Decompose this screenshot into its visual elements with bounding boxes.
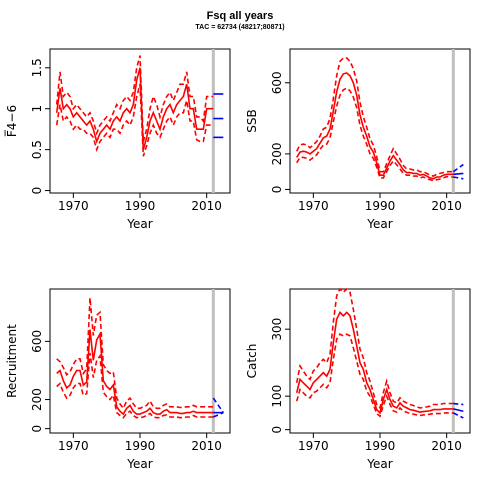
series-estimate — [56, 329, 214, 416]
panel-ssb: 1970 1990 2010 Year 0 200 600 SSB — [245, 48, 471, 231]
y-tick-label: 0 — [270, 186, 284, 194]
x-tick-label: 1970 — [58, 439, 89, 453]
x-tick-label: 2010 — [191, 199, 222, 213]
series-lower — [56, 352, 214, 419]
y-axis-label: Recruitment — [5, 324, 19, 398]
x-tick-label: 2010 — [431, 439, 462, 453]
forecast-upper — [212, 397, 224, 414]
x-tick-label: 1990 — [365, 199, 396, 213]
x-tick-label: 1970 — [298, 199, 329, 213]
series-lower — [55, 83, 214, 157]
figure-subtitle: TAC = 62734 (48217;80871) — [195, 24, 285, 31]
x-axis-label: Year — [126, 457, 152, 471]
y-tick-label: 600 — [30, 330, 44, 353]
y-tick-label: 0 — [30, 187, 44, 195]
x-tick-label: 2010 — [431, 199, 462, 213]
panel-catch: 1970 1990 2010 Year 0 100 300 Catch — [245, 287, 471, 471]
y-tick-label: 300 — [270, 318, 284, 341]
x-tick-label: 1970 — [58, 199, 89, 213]
x-tick-label: 2010 — [191, 439, 222, 453]
figure-title: Fsq all years — [206, 10, 274, 22]
series-upper — [56, 297, 214, 410]
x-tick-label: 1970 — [298, 439, 329, 453]
x-tick-label: 1990 — [125, 199, 156, 213]
forecast-central — [453, 172, 464, 176]
y-axis-label: SSB — [245, 109, 259, 132]
y-tick-label: 0.5 — [30, 140, 44, 159]
x-axis-label: Year — [366, 457, 392, 471]
forecast-lower — [453, 176, 464, 180]
y-tick-label: 1 — [30, 105, 44, 113]
series-upper — [55, 55, 214, 142]
y-tick-label: 100 — [270, 385, 284, 408]
forecast-lower — [452, 412, 464, 419]
y-axis-label: F̅4−6 — [4, 105, 19, 137]
y-tick-label: 0 — [270, 426, 284, 434]
series-lower — [296, 87, 454, 182]
series-upper — [295, 287, 454, 410]
x-axis-label: Year — [126, 217, 152, 231]
x-tick-label: 1990 — [125, 439, 156, 453]
panel-recruitment: 1970 1990 2010 Year 0 200 600 Recruitment — [5, 288, 231, 471]
series-lower — [295, 333, 454, 418]
series-estimate — [296, 72, 454, 180]
forecast-central — [453, 408, 464, 413]
x-axis-label: Year — [366, 217, 392, 231]
forecast-lower — [213, 411, 224, 418]
series-upper — [295, 57, 454, 177]
y-tick-label: 0 — [30, 425, 44, 433]
series-estimate — [55, 67, 214, 150]
y-tick-label: 600 — [270, 71, 284, 94]
panel-fbar: 1970 1990 2010 Year 0 0.5 1 1.5 F̅4−6 — [4, 48, 231, 231]
x-tick-label: 1990 — [365, 439, 396, 453]
y-tick-label: 200 — [30, 388, 44, 411]
y-axis-label: Catch — [245, 344, 259, 379]
series-estimate — [295, 311, 454, 415]
y-tick-label: 200 — [270, 142, 284, 165]
plot-frame — [49, 288, 231, 434]
y-tick-label: 1.5 — [30, 58, 44, 77]
forecast-upper — [452, 163, 464, 173]
forecast-upper — [453, 402, 464, 406]
